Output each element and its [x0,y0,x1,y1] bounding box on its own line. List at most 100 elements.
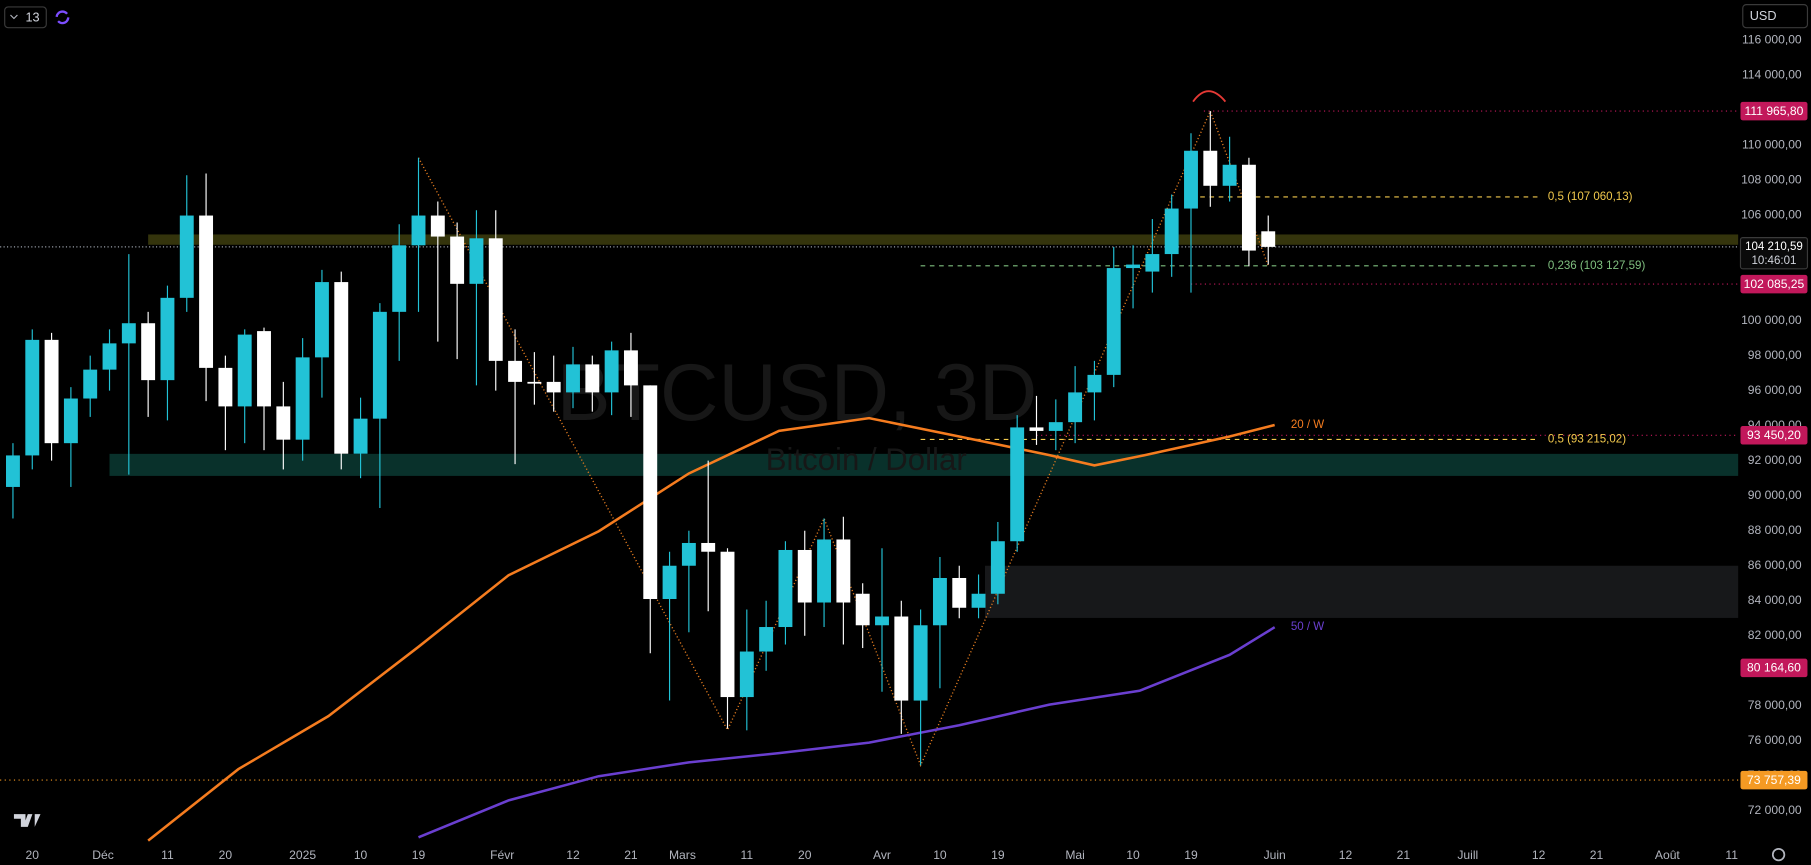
candle-body [797,549,812,603]
candle-body [1126,264,1141,269]
x-tick-label: Juill [1457,848,1478,862]
x-tick-label: Août [1655,848,1681,862]
candle-body [218,367,233,407]
candle-body [720,551,735,698]
candle-body [25,339,40,456]
candle-body [855,593,870,626]
candle-body [1106,268,1121,375]
x-tick-label: 21 [1397,848,1411,862]
candle-body [160,297,175,381]
x-tick-label: Mars [669,848,696,862]
x-tick-label: 10 [1126,848,1140,862]
candle-body [469,238,484,284]
candle-body [392,245,407,312]
candle-body [990,541,1005,594]
x-tick-label: 10 [354,848,368,862]
candle-body [1145,254,1160,272]
candle-body [566,364,580,393]
y-tick-label: 98 000,00 [1748,348,1802,362]
candle-body [546,381,561,393]
candle-body [623,350,638,386]
price-tag [1740,426,1808,445]
candle-body [237,334,252,407]
y-tick-label: 78 000,00 [1748,698,1802,712]
y-tick-label: 100 000,00 [1741,313,1802,327]
x-tick-label: 12 [566,848,580,862]
candle-body [759,627,774,652]
candle-body [372,311,387,419]
candle-body [817,539,832,603]
interval-button[interactable] [4,6,47,29]
drawings [0,109,1739,781]
x-tick-label: Déc [92,848,114,862]
candle-body [102,343,117,370]
price-tag-label: 73 757,39 [1747,773,1801,787]
candle-body [1010,427,1025,542]
candle-body [44,339,59,444]
x-tick-label: 21 [1590,848,1604,862]
candle-body [334,282,349,454]
y-tick-label: 108 000,00 [1741,173,1802,187]
x-tick-label: 19 [412,848,426,862]
y-tick-label: 116 000,00 [1742,33,1802,47]
candle-body [63,398,78,444]
candle-body [199,215,214,368]
candle-body [276,406,291,440]
candle-body [913,625,928,701]
candle-body [1164,208,1179,255]
candle-body [875,616,889,626]
y-tick-label: 106 000,00 [1741,208,1802,222]
candle-body [141,323,156,381]
refresh-icon[interactable] [55,10,70,25]
x-tick-label: 20 [219,848,233,862]
moving-average [418,626,1276,839]
y-tick-label: 72 000,00 [1748,803,1802,817]
fib-label: 0,5 (107 060,13) [1548,191,1633,203]
price-tag [1740,274,1808,294]
price-tag-label: 111 965,80 [1745,104,1804,118]
moving-average [147,416,1275,842]
chevron-icon [10,14,18,20]
price-tag-label: 80 164,60 [1747,661,1801,675]
logo[interactable] [13,814,41,827]
x-tick-label: 12 [1339,848,1353,862]
candle-body [739,651,754,698]
candle-body [701,542,716,552]
candle-body [353,418,368,454]
countdown: 10:46:01 [1752,255,1797,267]
candle-body [450,236,465,284]
y-tick-label: 86 000,00 [1748,558,1802,572]
candle-body [295,357,310,440]
candle-body [1241,164,1256,251]
candle-body [527,381,542,384]
candle-body [1261,231,1276,247]
price-tag [1740,658,1808,678]
y-tick-label: 76 000,00 [1748,733,1802,747]
watermark-subtitle: Bitcoin / Dollar [766,442,967,477]
price-tag [1740,770,1808,790]
y-tick-label: 82 000,00 [1748,628,1802,642]
x-tick-label: 2025 [289,848,316,862]
candle-body [83,369,98,399]
candle-body [643,385,658,600]
y-tick-label: 96 000,00 [1748,383,1802,397]
x-tick-label: 10 [933,848,947,862]
x-tick-label: 20 [26,848,40,862]
settings-icon[interactable] [1771,847,1786,862]
currency-button[interactable] [1742,4,1809,29]
candle-body [681,542,696,566]
series-label: 50 / W [1291,621,1324,633]
candle-body [894,616,909,701]
candle-body [121,323,136,344]
interval-count: 13 [25,10,39,24]
y-tick-label: 88 000,00 [1748,523,1802,537]
candle-body [1029,427,1044,431]
candle-body [411,215,426,246]
fib-label: 0,5 (93 215,02) [1548,433,1626,445]
candle-body [604,350,619,393]
zone [148,234,1739,245]
candle-body [778,549,793,628]
candle-body [1087,374,1102,393]
candle-body [1184,150,1198,209]
